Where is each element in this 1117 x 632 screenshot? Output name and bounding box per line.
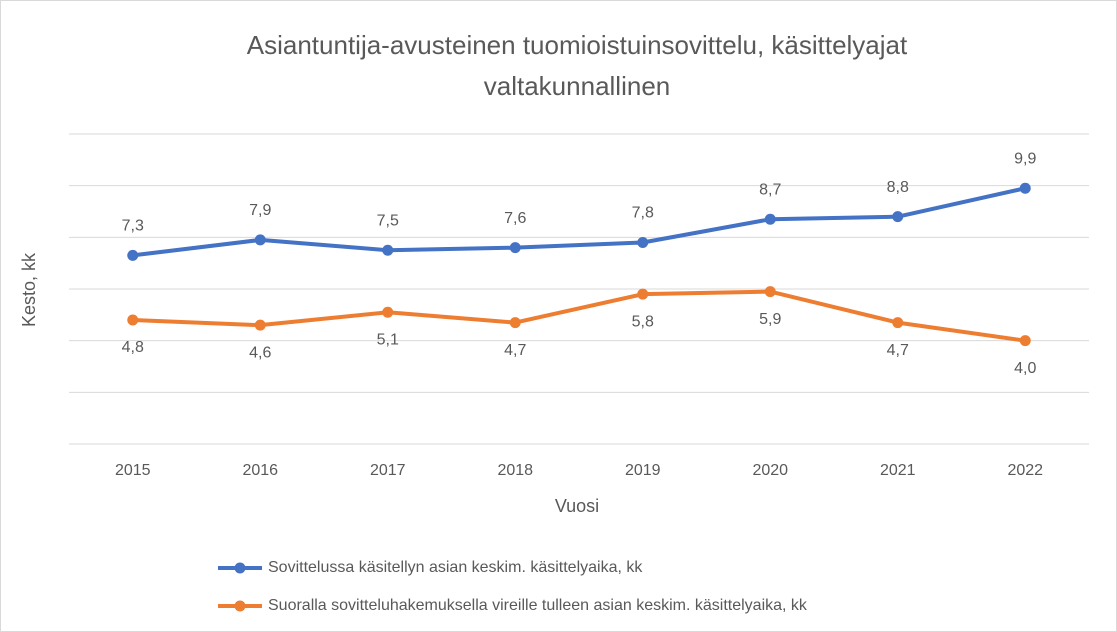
data-point	[509, 317, 521, 329]
x-tick-label: 2018	[497, 462, 533, 479]
data-point	[892, 317, 904, 329]
x-tick-label: 2015	[115, 462, 151, 479]
data-label: 4,8	[122, 339, 144, 356]
x-tick-label: 2022	[1007, 462, 1043, 479]
data-point	[1019, 182, 1031, 194]
x-tick-label: 2020	[752, 462, 788, 479]
data-label: 7,5	[377, 212, 399, 229]
y-axis-label: Kesto, kk	[19, 252, 39, 327]
data-point	[127, 249, 139, 261]
data-label: 7,3	[122, 218, 144, 235]
legend-label: Sovittelussa käsitellyn asian keskim. kä…	[268, 559, 643, 576]
data-label: 5,9	[759, 311, 781, 328]
series-line	[132, 289, 1026, 343]
x-tick-label: 2019	[625, 462, 661, 479]
data-point	[127, 314, 139, 326]
series-line	[132, 186, 1026, 258]
x-tick-label: 2017	[370, 462, 406, 479]
data-point	[1019, 335, 1031, 347]
chart-title: Asiantuntija-avusteinen tuomioistuinsovi…	[247, 30, 908, 60]
x-axis-label: Vuosi	[555, 496, 599, 516]
data-label: 7,8	[632, 205, 654, 222]
legend-marker	[234, 600, 246, 612]
data-label: 7,6	[504, 210, 526, 227]
x-tick-label: 2021	[880, 462, 916, 479]
data-point	[637, 288, 649, 300]
data-point	[764, 213, 776, 225]
data-point	[254, 234, 266, 246]
data-point	[382, 244, 394, 256]
data-label: 5,1	[377, 331, 399, 348]
data-label: 5,8	[632, 313, 654, 330]
data-label: 4,6	[249, 344, 271, 361]
data-point	[509, 242, 521, 254]
data-label: 4,0	[1014, 360, 1036, 377]
chart-title: valtakunnallinen	[484, 71, 670, 101]
data-point	[382, 306, 394, 318]
data-label: 8,8	[887, 179, 909, 196]
data-label: 9,9	[1014, 150, 1036, 167]
data-label: 7,9	[249, 202, 271, 219]
x-tick-label: 2016	[242, 462, 278, 479]
data-point	[892, 211, 904, 223]
data-label: 4,7	[887, 342, 909, 359]
data-point	[254, 319, 266, 331]
data-label: 4,7	[504, 342, 526, 359]
legend-marker	[234, 562, 246, 574]
data-label: 8,7	[759, 181, 781, 198]
legend-label: Suoralla sovitteluhakemuksella vireille …	[268, 597, 808, 614]
data-point	[637, 237, 649, 248]
data-point	[764, 286, 776, 298]
